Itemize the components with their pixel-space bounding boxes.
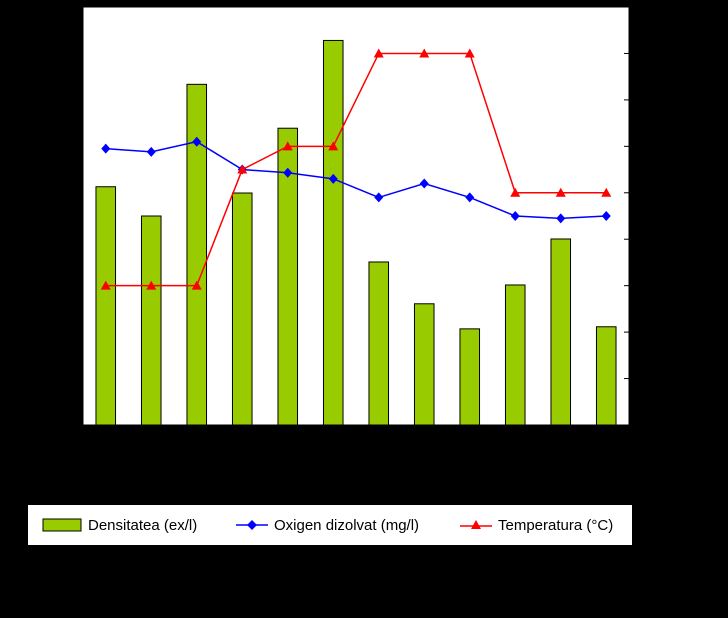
data-point-diamond: [510, 211, 520, 221]
data-point-diamond: [419, 178, 429, 189]
data-point-triangle: [555, 187, 566, 197]
data-point-triangle: [464, 48, 475, 58]
bar: [277, 127, 299, 426]
bar: [550, 238, 572, 426]
data-point-diamond: [192, 136, 202, 147]
data-point-diamond: [374, 192, 384, 203]
data-point-diamond: [283, 167, 293, 178]
data-point-triangle: [373, 48, 384, 58]
bar: [459, 328, 481, 426]
bar: [368, 261, 390, 426]
data-point-diamond: [601, 211, 611, 221]
bar: [140, 215, 162, 426]
data-point-triangle: [237, 164, 248, 174]
data-point-triangle: [419, 48, 430, 58]
bar: [504, 284, 526, 426]
bar: [231, 192, 253, 426]
left-axis-ticks: [78, 6, 83, 426]
legend-item-oxygen: Oxigen dizolvat (mg/l): [236, 505, 419, 545]
legend-label-density: Densitatea (ex/l): [88, 516, 198, 534]
bar: [413, 303, 435, 426]
series-line: [105, 52, 607, 287]
legend-diamond-line-icon: [236, 520, 268, 530]
data-point-triangle: [601, 187, 612, 197]
data-point-triangle: [510, 187, 521, 197]
legend-item-density: Densitatea (ex/l): [42, 505, 197, 545]
plot-area: [82, 6, 630, 426]
legend-triangle-line-icon: [460, 520, 492, 529]
bar: [322, 39, 344, 426]
data-point-triangle: [100, 280, 111, 290]
bar: [595, 326, 617, 426]
data-point-diamond: [146, 146, 156, 157]
data-point-diamond: [556, 213, 566, 224]
legend-label-oxygen: Oxigen dizolvat (mg/l): [274, 516, 420, 534]
series-line: [105, 140, 607, 220]
legend-item-temperature: Temperatura (°C): [460, 505, 613, 545]
data-point-diamond: [465, 192, 475, 203]
data-point-triangle: [191, 280, 202, 290]
legend: Densitatea (ex/l) Oxigen dizolvat (mg/l)…: [27, 504, 633, 546]
data-point-diamond: [328, 173, 338, 184]
legend-label-temperature: Temperatura (°C): [498, 516, 614, 534]
bar: [95, 186, 117, 426]
data-point-triangle: [282, 141, 293, 151]
data-point-triangle: [328, 141, 339, 151]
line-series: [100, 48, 612, 290]
legend-bar-swatch: [42, 518, 82, 532]
data-point-triangle: [146, 280, 157, 290]
right-axis-ticks: [624, 6, 629, 426]
data-point-diamond: [101, 143, 111, 154]
bar: [186, 83, 208, 426]
